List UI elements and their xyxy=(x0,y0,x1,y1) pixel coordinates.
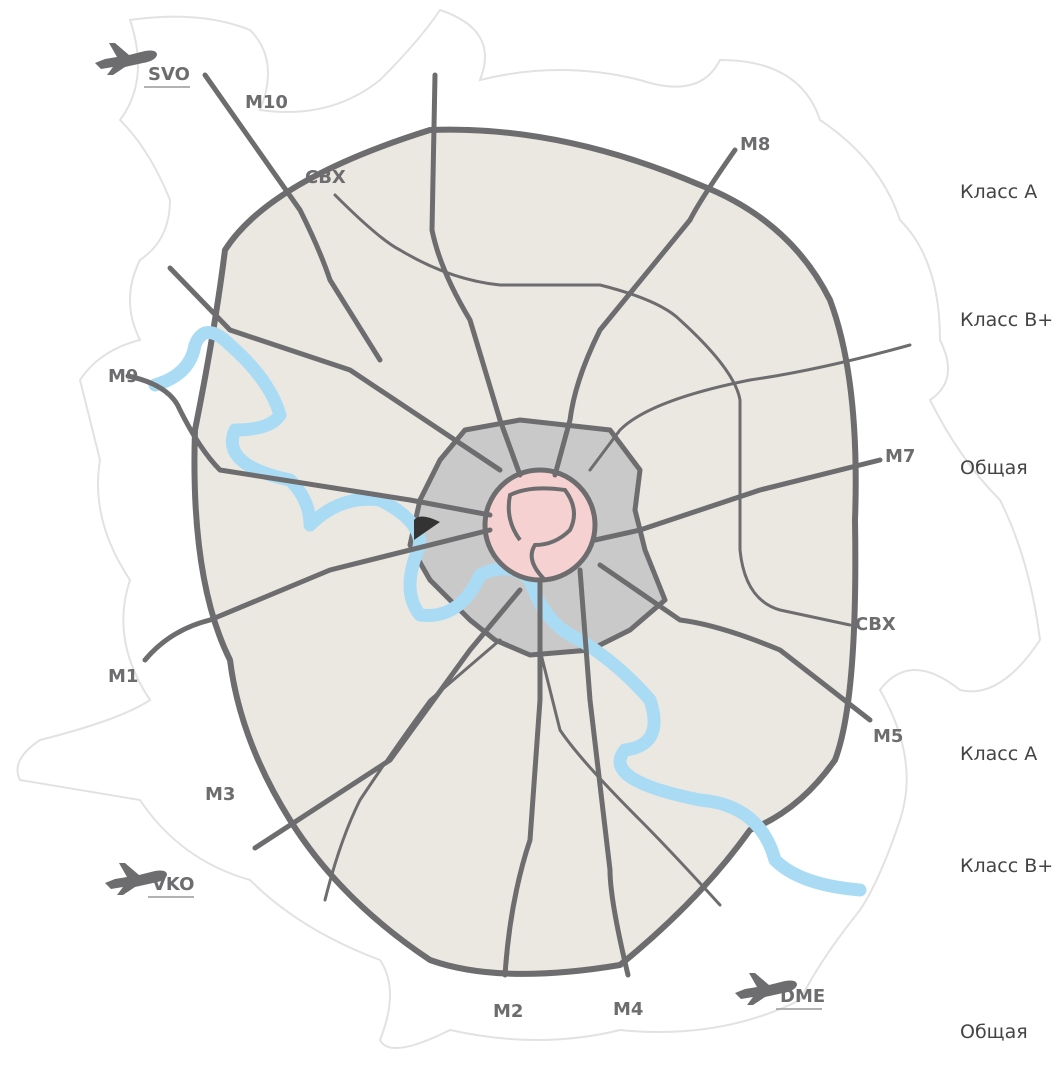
road xyxy=(552,147,738,478)
road xyxy=(333,193,852,627)
airplane-icon xyxy=(95,43,157,75)
road-label: M10 xyxy=(245,92,288,113)
airplane-icon xyxy=(735,973,797,1005)
road xyxy=(167,265,503,473)
river xyxy=(148,326,867,897)
legend-label: Класс А xyxy=(960,181,1037,203)
road xyxy=(592,457,883,543)
road xyxy=(142,527,493,663)
road-label: M8 xyxy=(740,134,770,155)
road xyxy=(252,587,523,851)
airplane-icon xyxy=(105,863,167,895)
road-label: M4 xyxy=(613,999,643,1020)
road-label: СВХ xyxy=(305,167,346,188)
road-label: M3 xyxy=(205,784,235,805)
road xyxy=(125,373,493,518)
legend-label: Общая xyxy=(960,457,1028,479)
road-label: M2 xyxy=(493,1001,523,1022)
road xyxy=(597,562,873,723)
road-label: M5 xyxy=(873,726,903,747)
airport-label: SVO xyxy=(148,64,190,85)
road-label: M7 xyxy=(885,446,915,467)
road xyxy=(429,72,523,478)
legend-label: Класс А xyxy=(960,743,1037,765)
legend-label: Класс В+ xyxy=(960,309,1053,331)
roads xyxy=(125,72,912,978)
airport-label: VKO xyxy=(152,874,194,895)
legend-label: Общая xyxy=(960,1021,1028,1043)
road xyxy=(202,72,383,363)
road xyxy=(538,648,722,907)
region-outline xyxy=(16,8,1042,1049)
legend-label: Класс В+ xyxy=(960,855,1053,877)
road xyxy=(502,577,543,978)
road-label: СВХ xyxy=(855,614,896,635)
road xyxy=(577,567,631,978)
road-label: M1 xyxy=(108,666,138,687)
road-label: M9 xyxy=(108,366,138,387)
boulevard-ring xyxy=(506,486,576,582)
marker xyxy=(414,516,440,540)
road xyxy=(588,343,912,472)
road xyxy=(323,638,502,902)
airport-label: DME xyxy=(780,986,825,1007)
